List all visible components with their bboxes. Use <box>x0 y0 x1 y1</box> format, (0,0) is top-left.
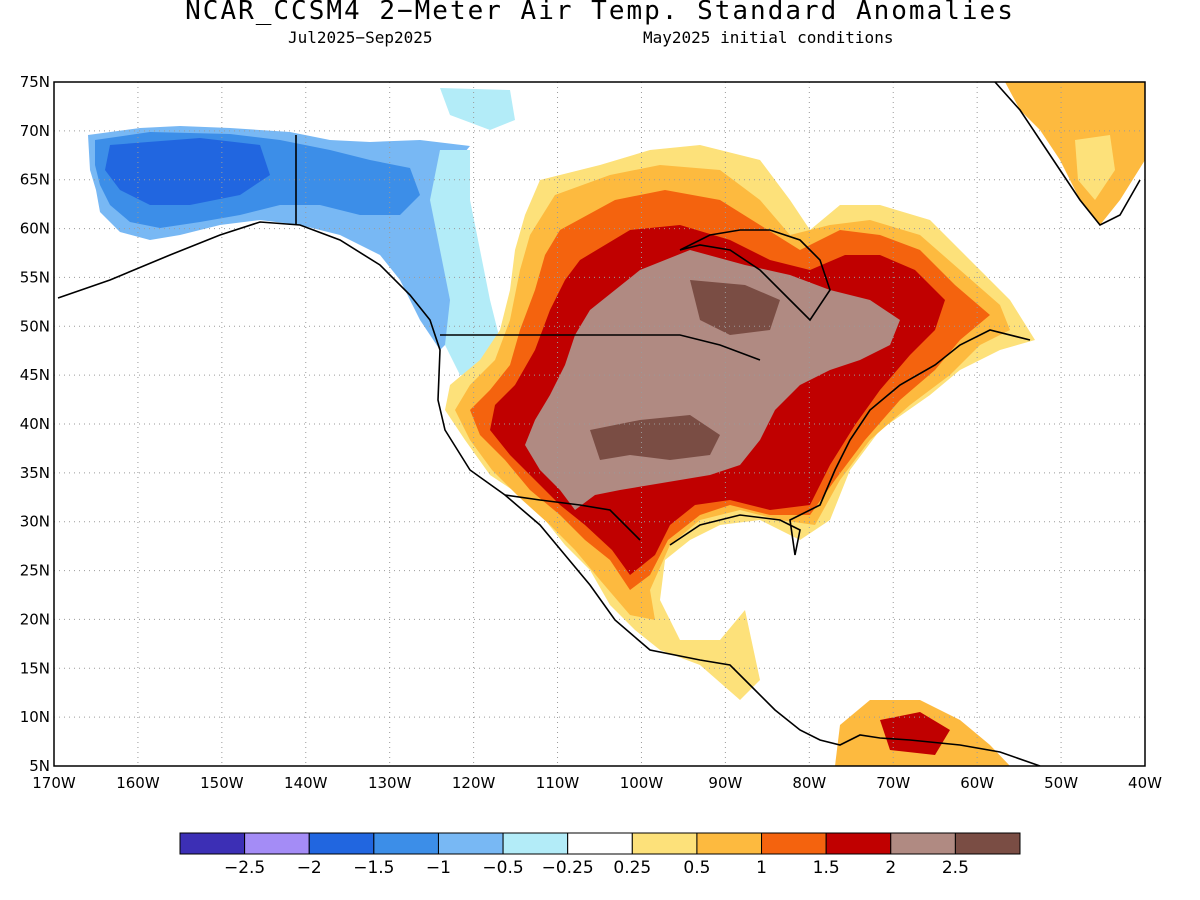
lat-label-20N: 20N <box>20 610 50 628</box>
lon-label-110W: 110W <box>536 774 580 792</box>
colorbar-label: 2 <box>885 858 896 878</box>
weak-cold-anomaly-arctic <box>440 88 515 130</box>
colorbar-swatch <box>373 832 439 855</box>
colorbar-swatch <box>244 832 310 855</box>
colorbar-label: −2.5 <box>224 858 265 878</box>
north-america-coastline <box>57 221 1041 766</box>
hudson-bay-coastline <box>679 229 831 322</box>
colorbar-label: −2 <box>297 858 322 878</box>
strong-cold-anomaly <box>105 138 270 205</box>
colorbar-swatch <box>761 832 827 855</box>
lat-label-30N: 30N <box>20 513 50 531</box>
lat-label-60N: 60N <box>20 220 50 238</box>
lat-label-55N: 55N <box>20 268 50 286</box>
lon-label-140W: 140W <box>284 774 328 792</box>
lat-label-15N: 15N <box>20 659 50 677</box>
lon-label-100W: 100W <box>620 774 664 792</box>
lon-label-170W: 170W <box>32 774 76 792</box>
colorbar-label: 2.5 <box>942 858 969 878</box>
extreme-warm-core-2 <box>590 415 720 460</box>
lon-label-120W: 120W <box>452 774 496 792</box>
lon-label-130W: 130W <box>368 774 412 792</box>
us-mexico-border <box>504 494 641 541</box>
lon-label-90W: 90W <box>708 774 742 792</box>
colorbar-label: 0.5 <box>683 858 710 878</box>
lon-label-160W: 160W <box>116 774 160 792</box>
colorbar-swatch <box>179 832 246 855</box>
colorbar-label: −0.25 <box>542 858 594 878</box>
colorbar-label: −1 <box>426 858 451 878</box>
lat-label-75N: 75N <box>20 73 50 91</box>
colorbar-swatch <box>825 832 892 855</box>
colorbar-swatch <box>308 832 375 855</box>
colorbar-label: 1 <box>756 858 767 878</box>
map-title: NCAR_CCSM4 2−Meter Air Temp. Standard An… <box>185 0 1015 26</box>
colorbar-label: 0.25 <box>613 858 651 878</box>
forecast-period: Jul2025−Sep2025 <box>288 28 433 47</box>
us-canada-border <box>440 334 761 361</box>
colorbar-swatch <box>890 832 956 855</box>
greenland-coastline <box>994 82 1141 227</box>
latitude-axis: 75N 70N 65N 60N 55N 50N 45N 40N 35N 30N 25N 20N 15N 1… <box>20 73 50 775</box>
greenland-warm-anomaly <box>1005 82 1145 225</box>
lon-label-60W: 60W <box>960 774 994 792</box>
longitude-axis: 170W 160W 150W 140W 130W 120W 110W 100W 90W 80W 70… <box>32 774 1162 792</box>
initial-conditions: May2025 initial conditions <box>643 28 894 47</box>
lat-label-25N: 25N <box>20 562 50 580</box>
colorbar-swatch <box>567 832 633 855</box>
south-america-warm-core <box>880 712 950 755</box>
colorbar-label: 1.5 <box>813 858 840 878</box>
lat-label-10N: 10N <box>20 708 50 726</box>
colorbar-swatch <box>502 832 569 855</box>
colorbar-swatch <box>954 832 1021 855</box>
lon-label-70W: 70W <box>876 774 910 792</box>
lat-label-65N: 65N <box>20 171 50 189</box>
lat-label-50N: 50N <box>20 317 50 335</box>
extreme-warm-core <box>690 280 780 335</box>
lon-label-50W: 50W <box>1044 774 1078 792</box>
lon-label-150W: 150W <box>200 774 244 792</box>
map-frame <box>53 81 1146 767</box>
lon-label-80W: 80W <box>792 774 826 792</box>
coastlines <box>57 82 1141 766</box>
lat-label-35N: 35N <box>20 464 50 482</box>
anomaly-field <box>88 82 1145 766</box>
greenland-weak-warm <box>1075 135 1115 200</box>
colorbar-swatch <box>696 832 763 855</box>
colorbar-swatch <box>631 832 698 855</box>
colorbar-label: −1.5 <box>353 858 394 878</box>
gulf-coastline <box>669 329 1031 556</box>
weak-cold-anomaly-coast <box>430 150 500 375</box>
colorbar: −2.5 −2 −1.5 −1 −0.5 −0.25 0.25 0.5 1 1.5 2 2.5 <box>179 832 1021 878</box>
colorbar-swatch <box>437 832 504 855</box>
lat-label-5N: 5N <box>29 757 50 775</box>
graticule <box>54 82 1145 766</box>
lon-label-40W: 40W <box>1128 774 1162 792</box>
lat-label-45N: 45N <box>20 366 50 384</box>
lat-label-40N: 40N <box>20 415 50 433</box>
lat-label-70N: 70N <box>20 122 50 140</box>
colorbar-label: −0.5 <box>482 858 523 878</box>
